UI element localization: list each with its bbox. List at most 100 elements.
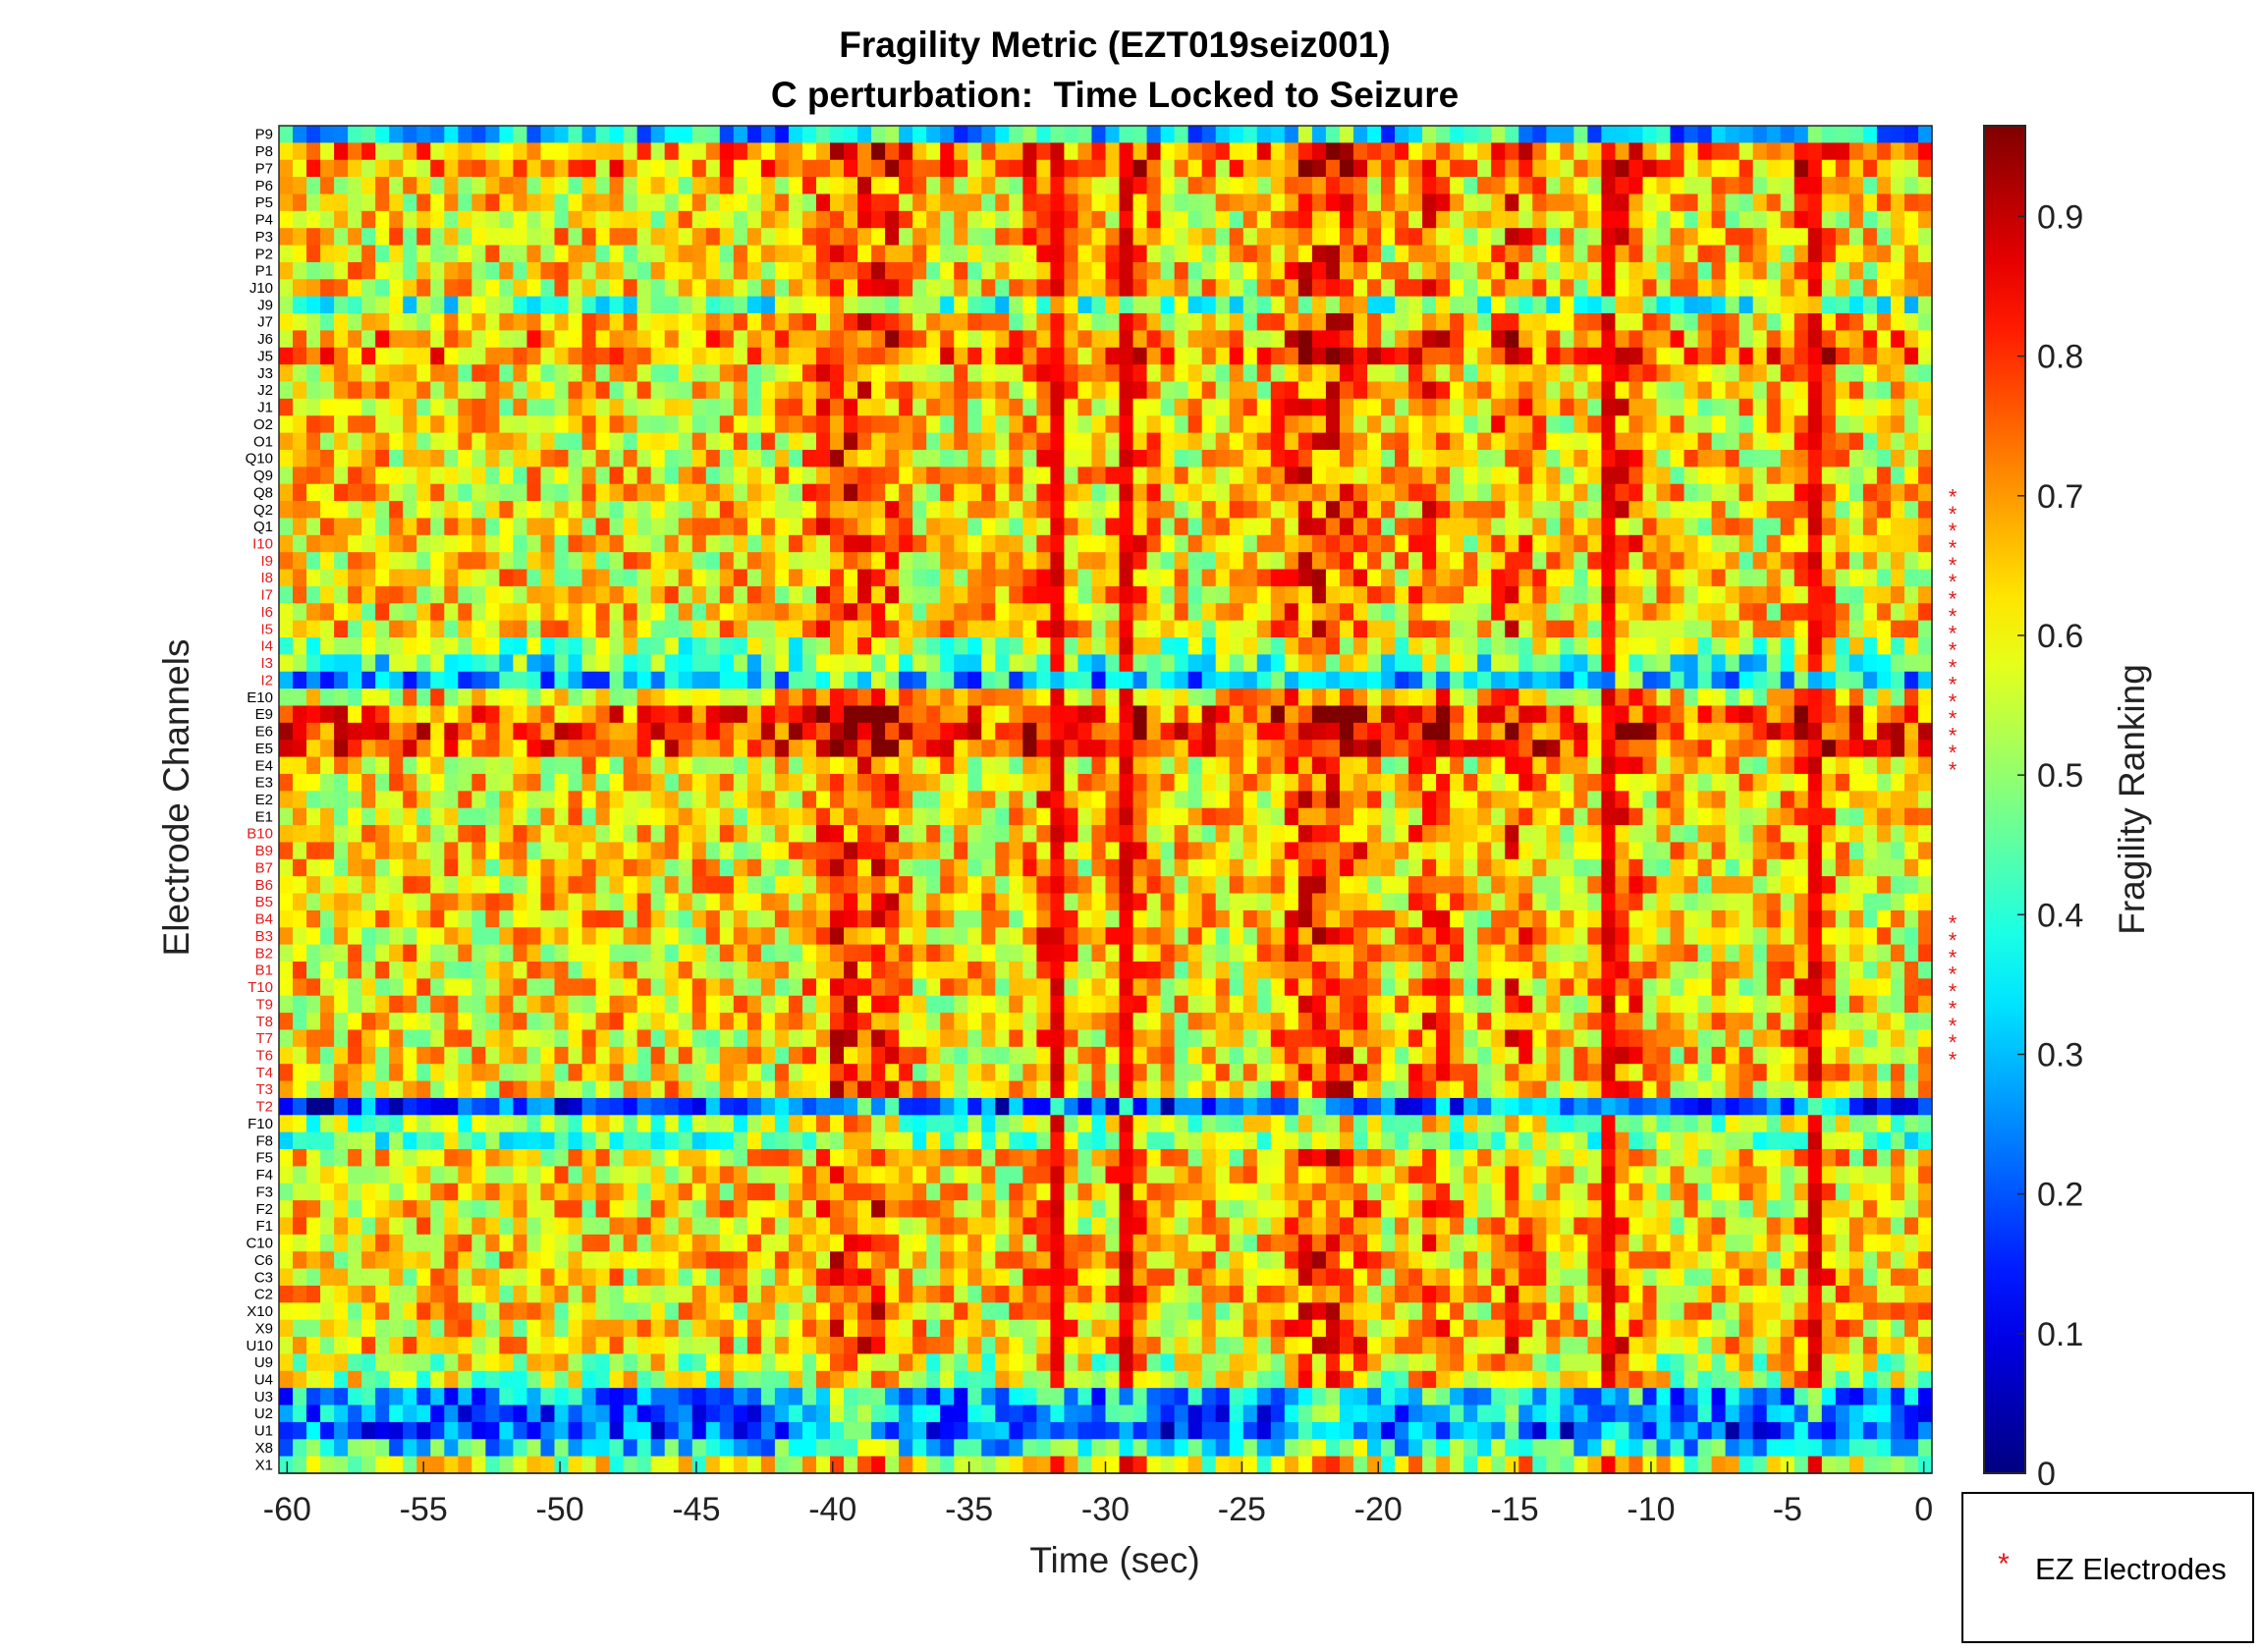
heatmap-cell (1890, 654, 1905, 673)
heatmap-cell (1546, 518, 1561, 536)
heatmap-cell (1077, 552, 1093, 571)
heatmap-cell (1325, 756, 1341, 775)
heatmap-cell (899, 534, 913, 553)
heatmap-cell (844, 585, 858, 604)
heatmap-cell (885, 501, 900, 520)
heatmap-cell (1876, 518, 1892, 536)
heatmap-cell (1242, 637, 1258, 655)
heatmap-cell (1077, 313, 1093, 332)
heatmap-cell (1422, 313, 1437, 332)
heatmap-cell (1146, 261, 1162, 280)
heatmap-cell (609, 313, 625, 332)
heatmap-cell (1656, 432, 1672, 451)
heatmap-cell (1587, 381, 1603, 400)
heatmap-cell (844, 381, 858, 400)
heatmap-cell (650, 467, 666, 485)
heatmap-cell (1187, 330, 1203, 349)
heatmap-cell (1339, 740, 1354, 758)
heatmap-cell (595, 705, 611, 724)
heatmap-cell (458, 347, 472, 365)
heatmap-cell (650, 347, 666, 365)
heatmap-cell (1560, 518, 1574, 536)
heatmap-cell (995, 126, 1010, 143)
heatmap-cell (1352, 501, 1368, 520)
heatmap-cell (1656, 330, 1672, 349)
heatmap-cell (568, 245, 583, 263)
heatmap-cell (1242, 177, 1258, 195)
heatmap-cell (1325, 705, 1341, 724)
heatmap-cell (458, 620, 472, 638)
heatmap-cell (334, 688, 349, 707)
heatmap-cell (871, 142, 886, 161)
heatmap-cell (1876, 432, 1892, 451)
heatmap-cell (1311, 245, 1327, 263)
heatmap-cell (801, 381, 817, 400)
heatmap-cell (1201, 671, 1217, 689)
heatmap-cell (678, 825, 693, 844)
heatmap-cell (1064, 279, 1079, 298)
heatmap-cell (1174, 825, 1189, 844)
heatmap-cell (981, 313, 996, 332)
heatmap-cell (1670, 210, 1685, 229)
heatmap-cell (1862, 313, 1878, 332)
heatmap-cell (554, 534, 570, 553)
heatmap-cell (554, 722, 570, 741)
heatmap-cell (485, 210, 501, 229)
heatmap-cell (526, 330, 542, 349)
heatmap-cell (1463, 228, 1478, 247)
heatmap-cell (1297, 773, 1313, 792)
heatmap-cell (334, 228, 349, 247)
heatmap-cell (912, 313, 927, 332)
heatmap-cell (967, 773, 982, 792)
heatmap-cell (554, 518, 570, 536)
heatmap-cell (1890, 279, 1905, 298)
heatmap-cell (1560, 296, 1574, 314)
heatmap-cell (774, 381, 790, 400)
heatmap-cell (1284, 501, 1299, 520)
heatmap-cell (375, 501, 390, 520)
heatmap-cell (1146, 637, 1162, 655)
heatmap-cell (871, 296, 886, 314)
heatmap-cell (389, 126, 404, 143)
heatmap-cell (306, 569, 321, 587)
heatmap-cell (1050, 620, 1066, 638)
heatmap-cell (1352, 364, 1368, 383)
heatmap-cell (1146, 620, 1162, 638)
heatmap-cell (1408, 552, 1423, 571)
heatmap-cell (760, 534, 776, 553)
heatmap-cell (1560, 620, 1574, 638)
heatmap-cell (1366, 245, 1382, 263)
heatmap-cell (1780, 228, 1795, 247)
heatmap-cell (705, 364, 721, 383)
heatmap-cell (375, 142, 390, 161)
heatmap-cell (691, 637, 707, 655)
heatmap-cell (678, 552, 693, 571)
heatmap-cell (609, 228, 625, 247)
heatmap-cell (1050, 177, 1066, 195)
heatmap-cell (1381, 620, 1396, 638)
heatmap-cell (1738, 534, 1754, 553)
heatmap-cell (334, 261, 349, 280)
heatmap-cell (513, 756, 528, 775)
heatmap-cell (609, 415, 625, 434)
heatmap-cell (1780, 449, 1795, 468)
heatmap-cell (1807, 193, 1823, 212)
heatmap-cell (444, 807, 459, 826)
heatmap-cell (719, 126, 735, 143)
heatmap-cell (830, 245, 845, 263)
heatmap-cell (954, 705, 968, 724)
heatmap-cell (678, 569, 693, 587)
heatmap-cell (1615, 142, 1630, 161)
heatmap-cell (1077, 637, 1093, 655)
heatmap-cell (719, 347, 735, 365)
heatmap-cell (595, 825, 611, 844)
heatmap-cell (485, 313, 501, 332)
heatmap-cell (444, 569, 459, 587)
heatmap-cell (1560, 126, 1574, 143)
heatmap-cell (788, 552, 803, 571)
heatmap-cell (1848, 518, 1864, 536)
heatmap-cell (857, 381, 872, 400)
heatmap-cell (760, 585, 776, 604)
heatmap-cell (1160, 807, 1176, 826)
heatmap-cell (430, 347, 445, 365)
